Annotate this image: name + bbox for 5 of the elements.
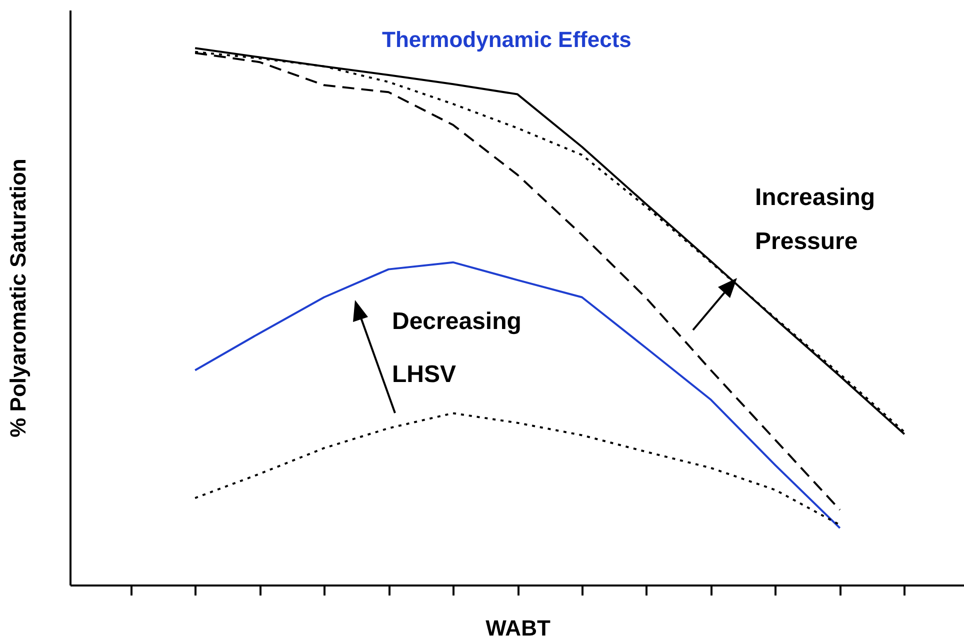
chart-title: Thermodynamic Effects — [382, 27, 632, 52]
annotation: Decreasing LHSV — [392, 308, 522, 388]
annotation: Increasing Pressure — [755, 184, 876, 255]
x-axis-title: WABT — [486, 616, 551, 636]
y-axis-title: % Polyaromatic Saturation — [6, 158, 30, 438]
